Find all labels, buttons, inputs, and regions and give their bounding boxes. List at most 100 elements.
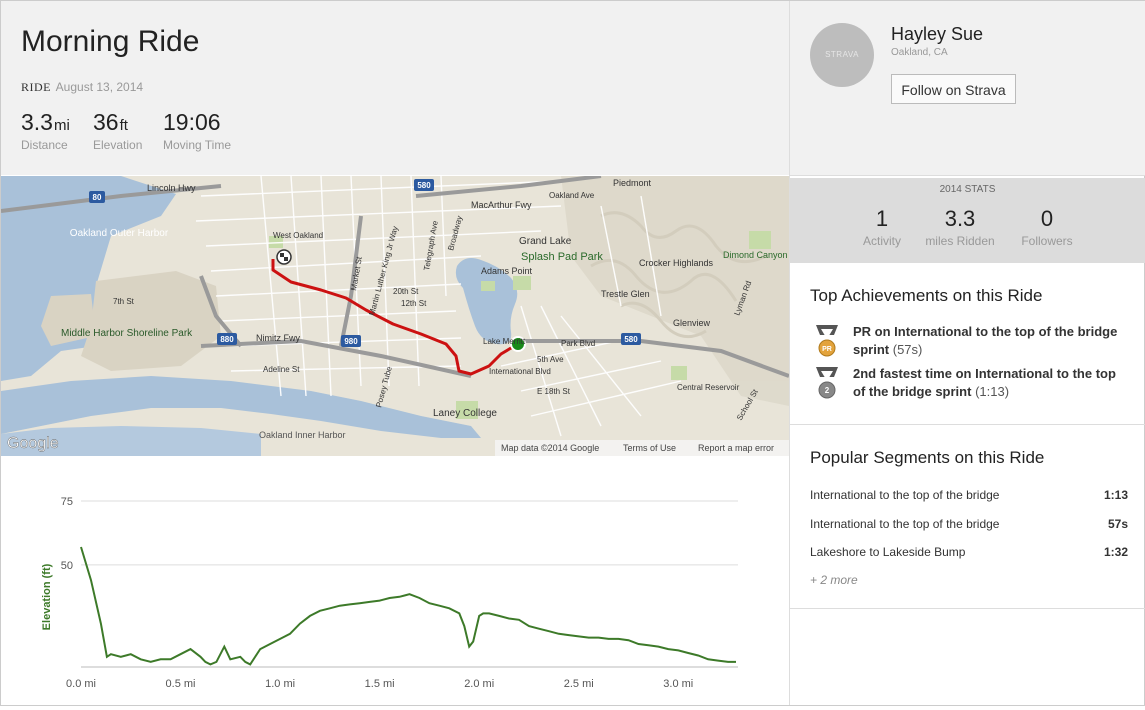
map-report-error-link[interactable]: Report a map error xyxy=(698,443,774,453)
athlete-name[interactable]: Hayley Sue xyxy=(891,24,984,44)
elevation-y-axis-label: Elevation (ft) xyxy=(41,563,53,630)
achievements-title: Top Achievements on this Ride xyxy=(810,286,1043,305)
achievement-item[interactable]: PR PR on International to the top of the… xyxy=(810,323,1130,361)
segment-row[interactable]: International to the top of the bridge 5… xyxy=(810,517,1128,531)
year-stat-followers-label: Followers xyxy=(1021,234,1073,248)
svg-text:PR: PR xyxy=(822,346,832,353)
stat-distance-label: Distance xyxy=(21,138,68,152)
label-central-reservoir: Central Reservoir xyxy=(677,383,740,392)
segment-name[interactable]: International to the top of the bridge xyxy=(810,488,1000,502)
label-nimitz-fwy: Nimitz Fwy xyxy=(256,333,300,343)
avatar-text: STRAVA xyxy=(825,50,859,59)
year-stats: 2014 STATS 1 Activity 3.3 miles Ridden 0… xyxy=(790,178,1145,263)
segment-time: 1:32 xyxy=(1103,545,1128,559)
map-streets xyxy=(195,176,682,437)
label-crocker-highlands: Crocker Highlands xyxy=(639,258,714,268)
section-divider xyxy=(790,424,1145,425)
label-oakland-outer-harbor: Oakland Outer Harbor xyxy=(70,228,169,239)
shield-80: 80 xyxy=(93,193,102,202)
segment-time: 57s xyxy=(1107,517,1128,531)
label-splash-pad-park: Splash Pad Park xyxy=(521,251,603,263)
segments-title: Popular Segments on this Ride xyxy=(810,448,1045,467)
activity-type: RIDE xyxy=(21,80,51,94)
segment-row[interactable]: International to the top of the bridge 1… xyxy=(810,488,1128,502)
avatar[interactable]: STRAVA xyxy=(810,23,874,87)
achievement-item[interactable]: 2 2nd fastest time on International to t… xyxy=(810,365,1130,403)
label-e18th-st: E 18th St xyxy=(537,387,571,396)
second-place-medal-icon: 2 xyxy=(816,367,838,399)
x-tick-label: 0.5 mi xyxy=(166,678,196,690)
stat-elevation: 36ft Elevation xyxy=(93,109,142,152)
year-stat-miles-value: 3.3 xyxy=(944,206,976,231)
shield-580-a: 580 xyxy=(417,181,431,190)
year-stat-activity: 1 Activity xyxy=(842,206,922,248)
follow-button[interactable]: Follow on Strava xyxy=(891,74,1016,104)
pr-medal-icon: PR xyxy=(816,325,838,357)
segment-name[interactable]: Lakeshore to Lakeside Bump xyxy=(810,545,966,559)
year-stats-title: 2014 STATS xyxy=(939,184,996,195)
label-middle-harbor: Middle Harbor Shoreline Park xyxy=(61,328,193,339)
x-tick-label: 2.5 mi xyxy=(564,678,594,690)
label-dimond-canyon-park: Dimond Canyon Park xyxy=(723,250,789,260)
sidebar-bottom-divider xyxy=(790,608,1145,609)
svg-text:2: 2 xyxy=(825,386,830,395)
activity-main: Morning Ride RIDE August 13, 2014 3.3mi … xyxy=(1,1,789,705)
map-port xyxy=(41,271,221,371)
athlete-location: Oakland, CA xyxy=(891,47,948,58)
athlete-profile: STRAVA Hayley Sue Oakland, CA Follow on … xyxy=(790,1,1145,176)
activity-header: Morning Ride RIDE August 13, 2014 3.3mi … xyxy=(1,1,789,175)
map-terms-link[interactable]: Terms of Use xyxy=(623,443,676,453)
activity-meta: RIDE August 13, 2014 xyxy=(21,80,143,95)
achievement-text: 2nd fastest time on International to the… xyxy=(853,365,1123,401)
elevation-chart-canvas: 75 50 0.0 mi 0.5 mi 1.0 mi 1.5 mi 2.0 mi 2.5 m… xyxy=(41,496,738,690)
label-park-blvd: Park Blvd xyxy=(561,339,595,348)
year-stat-activity-label: Activity xyxy=(862,234,901,248)
stat-elevation-label: Elevation xyxy=(93,138,143,152)
label-grand-lake: Grand Lake xyxy=(519,236,572,247)
elevation-x-ticks: 0.0 mi 0.5 mi 1.0 mi 1.5 mi 2.0 mi 2.5 mi 3.0 … xyxy=(66,678,693,690)
stat-distance: 3.3mi Distance xyxy=(21,109,70,152)
label-twelfth-st: 12th St xyxy=(401,299,427,308)
elevation-series-line xyxy=(80,546,736,666)
shield-880: 880 xyxy=(220,335,234,344)
year-stat-followers-value: 0 xyxy=(1040,206,1054,231)
stat-elevation-unit: ft xyxy=(119,117,128,134)
label-international-blvd: International Blvd xyxy=(489,367,551,376)
label-adams-point: Adams Point xyxy=(481,266,533,276)
x-tick-label: 0.0 mi xyxy=(66,678,96,690)
segment-time: 1:13 xyxy=(1103,488,1128,502)
label-piedmont: Piedmont xyxy=(613,178,652,188)
segment-row[interactable]: Lakeshore to Lakeside Bump 1:32 xyxy=(810,545,1128,559)
google-logo: Google xyxy=(7,435,59,452)
elevation-gridlines xyxy=(81,500,738,668)
freeway-shields: 80 580 880 980 580 xyxy=(89,179,641,347)
shield-980: 980 xyxy=(344,337,358,346)
achievement-name: PR on International to the top of the br… xyxy=(853,324,1118,357)
segment-name[interactable]: International to the top of the bridge xyxy=(810,517,1000,531)
achievement-time: (1:13) xyxy=(975,384,1010,399)
label-trestle-glen: Trestle Glen xyxy=(601,289,650,299)
stat-distance-unit: mi xyxy=(53,117,70,134)
label-adeline-st: Adeline St xyxy=(263,365,300,374)
year-stat-followers: 0 Followers xyxy=(1007,206,1087,248)
x-tick-label: 1.0 mi xyxy=(265,678,295,690)
label-macarthur-fwy: MacArthur Fwy xyxy=(471,200,532,210)
activity-date: August 13, 2014 xyxy=(55,80,144,94)
more-segments-link[interactable]: + 2 more xyxy=(810,573,858,587)
route-start-marker[interactable] xyxy=(510,336,526,352)
elevation-y-ticks: 75 50 xyxy=(61,496,73,572)
route-end-flag[interactable] xyxy=(276,249,292,265)
stat-moving-time-label: Moving Time xyxy=(163,138,232,152)
y-tick-label: 75 xyxy=(61,496,73,508)
route-map[interactable]: 80 580 880 980 580 Lincoln Hwy Oakland O… xyxy=(1,176,789,456)
route-map-canvas: 80 580 880 980 580 Lincoln Hwy Oakland O… xyxy=(1,176,789,456)
map-labels: Lincoln Hwy Oakland Outer Harbor Middle … xyxy=(61,178,789,440)
label-twentieth-st: 20th St xyxy=(393,287,419,296)
label-fifth-ave: 5th Ave xyxy=(537,355,564,364)
year-stat-miles: 3.3 miles Ridden xyxy=(920,206,1000,248)
label-seventh-st: 7th St xyxy=(113,297,135,306)
activity-sidebar: STRAVA Hayley Sue Oakland, CA Follow on … xyxy=(789,1,1145,705)
label-glenview: Glenview xyxy=(673,318,711,328)
elevation-chart[interactable]: 75 50 0.0 mi 0.5 mi 1.0 mi 1.5 mi 2.0 mi 2.5 m… xyxy=(1,457,789,705)
